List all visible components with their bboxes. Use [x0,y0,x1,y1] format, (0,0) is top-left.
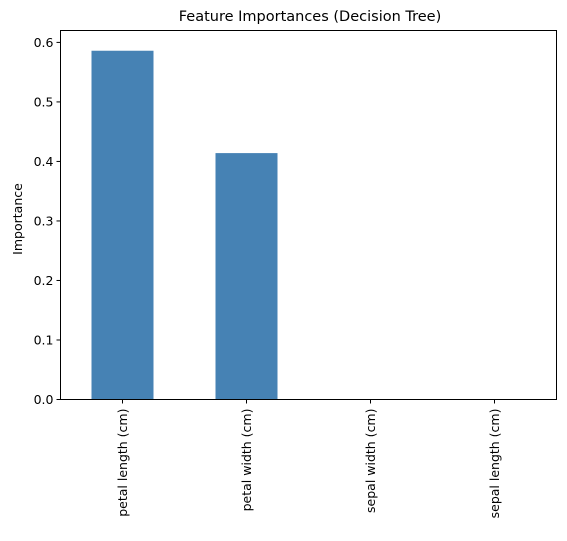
y-tick-label: 0.2 [34,273,54,288]
bar-petal-width-cm [215,153,278,400]
y-tick-label: 0.4 [34,154,54,169]
plot-frame [60,30,557,400]
y-axis-ticks: 0.0 0.1 0.2 0.3 0.4 0.5 0.6 [34,35,61,407]
chart-title: Feature Importances (Decision Tree) [179,9,442,25]
y-tick-label: 0.0 [34,392,54,407]
x-tick-label: petal width (cm) [239,409,254,512]
y-tick-label: 0.1 [34,332,54,347]
bar-petal-length-cm [91,50,154,400]
y-tick-label: 0.5 [34,94,54,109]
y-axis-label: Importance [10,183,25,255]
x-axis-ticks: petal length (cm) petal width (cm) sepal w… [115,399,502,519]
y-tick-label: 0.6 [34,35,54,50]
y-tick-label: 0.3 [34,213,54,228]
x-tick-label: sepal length (cm) [487,409,502,519]
x-tick-label: petal length (cm) [115,409,130,517]
bars-group [91,50,278,400]
x-tick-label: sepal width (cm) [363,409,378,513]
